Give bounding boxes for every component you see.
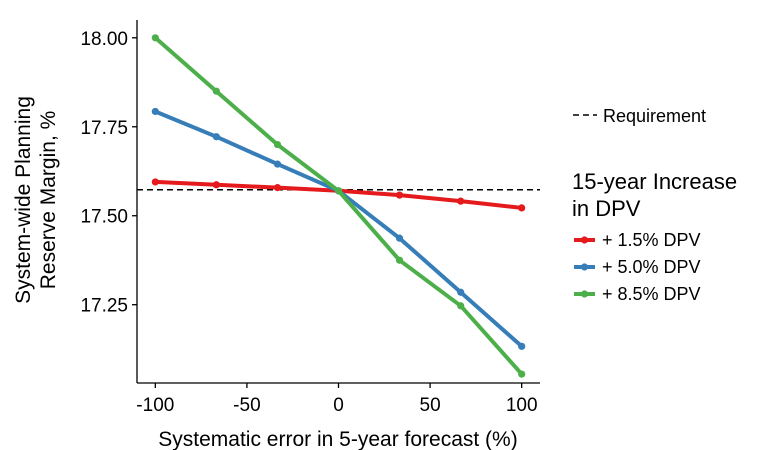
x-axis-title: Systematic error in 5-year forecast (%): [158, 428, 517, 450]
x-tick-label: -50: [233, 395, 260, 416]
data-point: [273, 140, 282, 149]
data-point: [212, 133, 220, 141]
data-point: [273, 160, 282, 168]
data-point: [212, 181, 220, 189]
y-axis-title-line1: System-wide Planning: [12, 96, 35, 304]
legend-key-point-2: [580, 263, 589, 271]
series-line-3: [153, 35, 524, 377]
legend-label-3: + 8.5% DPV: [602, 284, 701, 304]
data-point: [273, 184, 282, 192]
x-tick-label: 100: [506, 395, 538, 416]
legend-label-1: + 1.5% DPV: [602, 230, 701, 250]
legend-title-line2: in DPV: [572, 196, 641, 221]
data-point: [334, 187, 343, 195]
data-point: [151, 34, 159, 42]
y-tick-label: 17.25: [80, 296, 128, 317]
data-point: [395, 256, 404, 264]
data-point: [151, 107, 159, 116]
data-point: [151, 178, 159, 186]
data-point: [395, 234, 404, 242]
data-point: [457, 288, 465, 296]
y-axis-title-line2: Reserve Margin, %: [37, 111, 60, 290]
legend-requirement-label: Requirement: [603, 106, 706, 126]
data-point: [395, 191, 404, 199]
y-tick-label: 18.00: [80, 29, 128, 50]
data-point: [518, 204, 526, 212]
series-line-1: [153, 179, 524, 210]
data-point: [518, 342, 526, 350]
x-tick-label: -100: [136, 395, 174, 416]
x-tick-label: 0: [333, 395, 344, 416]
legend-key-point-1: [580, 236, 589, 244]
legend-key-point-3: [580, 290, 589, 298]
y-tick-label: 17.75: [80, 118, 128, 139]
legend-label-2: + 5.0% DPV: [602, 257, 701, 277]
x-tick-label: 50: [420, 395, 441, 416]
data-point: [457, 302, 465, 310]
legend-title-line1: 15-year Increase: [572, 169, 737, 194]
data-point: [457, 197, 465, 205]
data-point: [212, 87, 220, 95]
y-tick-label: 17.50: [80, 207, 128, 228]
data-point: [518, 370, 526, 378]
